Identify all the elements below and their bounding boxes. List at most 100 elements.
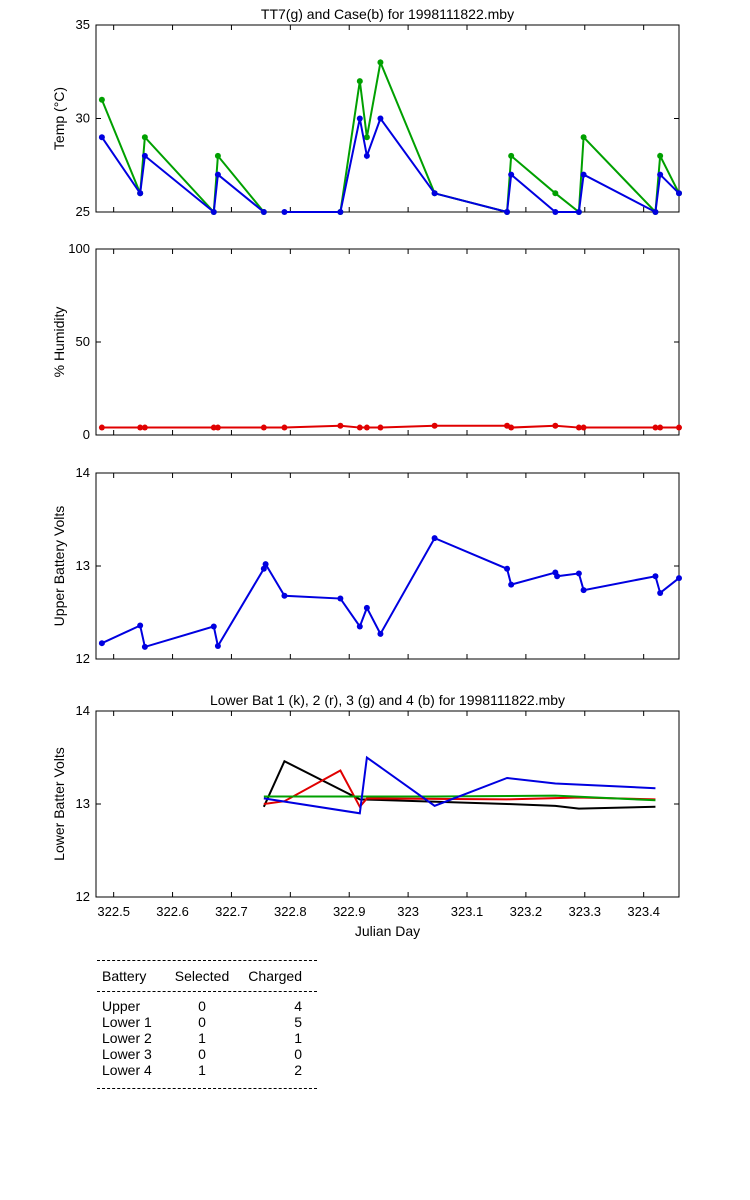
upper-battery-series-upper-battery-point xyxy=(676,575,682,582)
humidity-series-humidity-point xyxy=(657,424,664,431)
x-tick-label: 322.9 xyxy=(333,904,366,919)
humidity-series-humidity-line xyxy=(101,424,679,429)
row-selected: 0 xyxy=(198,1046,206,1062)
temp-series-case-point xyxy=(431,190,438,197)
header-battery: Battery xyxy=(102,968,147,984)
upper-battery-series-upper-battery-point xyxy=(337,595,344,602)
row-battery: Lower 1 xyxy=(102,1014,152,1030)
humidity-series-humidity-point xyxy=(98,424,105,431)
temp-series-case-point xyxy=(676,190,682,197)
temp-series-case-point xyxy=(210,209,217,215)
humidity-y-tick-label: 100 xyxy=(68,241,90,256)
temp-series-case-point xyxy=(377,115,384,122)
humidity-series-humidity-point xyxy=(508,424,515,431)
row-charged: 0 xyxy=(294,1046,302,1062)
table-row: Lower 1 0 5 xyxy=(97,1014,317,1030)
upper-battery-y-tick-label: 14 xyxy=(76,465,90,480)
row-charged: 5 xyxy=(294,1014,302,1030)
temp-series-case-point xyxy=(652,209,659,215)
temp-series-case-point xyxy=(363,152,370,159)
humidity-series-humidity-point xyxy=(141,424,148,431)
upper-battery-series-upper-battery-point xyxy=(356,623,363,630)
upper-battery-series-upper-battery-point xyxy=(281,592,288,599)
humidity-series-humidity-point xyxy=(377,424,384,431)
table-header-rule xyxy=(97,991,317,992)
temp-series-tt7-point xyxy=(356,78,363,85)
temp-y-axis-label: Temp (°C) xyxy=(51,87,67,150)
temp-series-tt7-line xyxy=(100,99,265,215)
temp-series-case-point xyxy=(575,209,582,215)
row-battery: Upper xyxy=(102,998,141,1014)
humidity-series-humidity-point xyxy=(363,424,370,431)
humidity-y-axis-label: % Humidity xyxy=(51,307,67,378)
upper-battery-series-upper-battery-point xyxy=(575,570,582,577)
upper-battery-plot-frame xyxy=(95,472,680,660)
x-tick-label: 322.8 xyxy=(274,904,307,919)
temp-y-tick-label: 30 xyxy=(76,111,90,126)
upper-battery-series-upper-battery-point xyxy=(260,565,267,572)
row-selected: 1 xyxy=(198,1030,206,1046)
humidity-y-tick-label: 0 xyxy=(83,427,90,442)
x-tick-label: 322.7 xyxy=(215,904,248,919)
lower-battery-plot-frame xyxy=(95,710,680,898)
upper-battery-series-upper-battery-point xyxy=(504,565,511,572)
temp-series-tt7-point xyxy=(363,134,370,141)
row-battery: Lower 4 xyxy=(102,1062,152,1078)
lower-battery-chart-title: Lower Bat 1 (k), 2 (r), 3 (g) and 4 (b) … xyxy=(210,692,565,708)
upper-battery-y-axis-label: Upper Battery Volts xyxy=(51,506,67,627)
row-selected: 0 xyxy=(198,998,206,1014)
temp-series-case-point xyxy=(356,115,363,122)
temp-y-tick-label: 25 xyxy=(76,204,90,219)
upper-battery-series-upper-battery-point xyxy=(214,642,221,649)
temp-series-tt7-point xyxy=(657,152,664,159)
temp-series-case-point xyxy=(657,171,664,178)
lower-battery-series-4-b-line xyxy=(263,755,656,815)
table-header: Battery Selected Charged xyxy=(97,961,317,991)
x-tick-label: 323.3 xyxy=(569,904,602,919)
x-tick-label: 323.4 xyxy=(627,904,660,919)
upper-battery-series-upper-battery-point xyxy=(580,587,587,594)
temp-y-tick-label: 35 xyxy=(76,17,90,32)
upper-battery-series-upper-battery-point xyxy=(141,643,148,650)
upper-battery-y-tick-label: 13 xyxy=(76,558,90,573)
x-tick-label: 323.1 xyxy=(451,904,484,919)
temp-series-case-point xyxy=(580,171,587,178)
row-selected: 1 xyxy=(198,1062,206,1078)
temp-series-case-point xyxy=(552,209,559,215)
upper-battery-series-upper-battery-point xyxy=(377,630,384,637)
humidity-series-humidity-point xyxy=(676,424,682,431)
lower-battery-series-1-k-line xyxy=(262,759,656,810)
battery-status-table: Battery Selected Charged Upper 0 4 Lower… xyxy=(97,960,317,1089)
row-battery: Lower 2 xyxy=(102,1030,152,1046)
lower-battery-y-tick-label: 14 xyxy=(76,703,90,718)
table-bottom-rule xyxy=(97,1088,317,1089)
upper-battery-series-upper-battery-line xyxy=(101,536,680,649)
table-row: Lower 3 0 0 xyxy=(97,1046,317,1062)
upper-battery-series-upper-battery-point xyxy=(554,573,561,580)
humidity-series-humidity-point xyxy=(575,424,582,431)
humidity-series-humidity-point xyxy=(431,422,438,429)
temp-series-case-point xyxy=(214,171,221,178)
temp-series-tt7-point xyxy=(98,96,105,103)
lower-battery-y-axis-label: Lower Batter Volts xyxy=(51,747,67,861)
row-charged: 1 xyxy=(294,1030,302,1046)
temp-series-tt7-point xyxy=(580,134,587,141)
temp-series-case-line xyxy=(284,116,680,214)
temp-series-case-point xyxy=(137,190,144,197)
table-row: Lower 4 1 2 xyxy=(97,1062,317,1078)
humidity-series-humidity-point xyxy=(210,424,217,431)
temp-series-case-point xyxy=(141,152,148,159)
temp-series-tt7-point xyxy=(141,134,148,141)
lower-battery-y-tick-label: 12 xyxy=(76,889,90,904)
row-charged: 2 xyxy=(294,1062,302,1078)
temp-series-tt7-point xyxy=(377,59,384,66)
temp-chart-title: TT7(g) and Case(b) for 1998111822.mby xyxy=(261,6,514,22)
row-charged: 4 xyxy=(294,998,302,1014)
lower-battery-series-3-g-line xyxy=(263,794,656,802)
upper-battery-series-upper-battery-point xyxy=(262,561,269,568)
temp-series-case-line xyxy=(101,136,265,214)
humidity-series-humidity-point xyxy=(552,422,559,429)
humidity-plot-frame xyxy=(95,248,680,436)
temp-series-case-point xyxy=(260,209,267,215)
